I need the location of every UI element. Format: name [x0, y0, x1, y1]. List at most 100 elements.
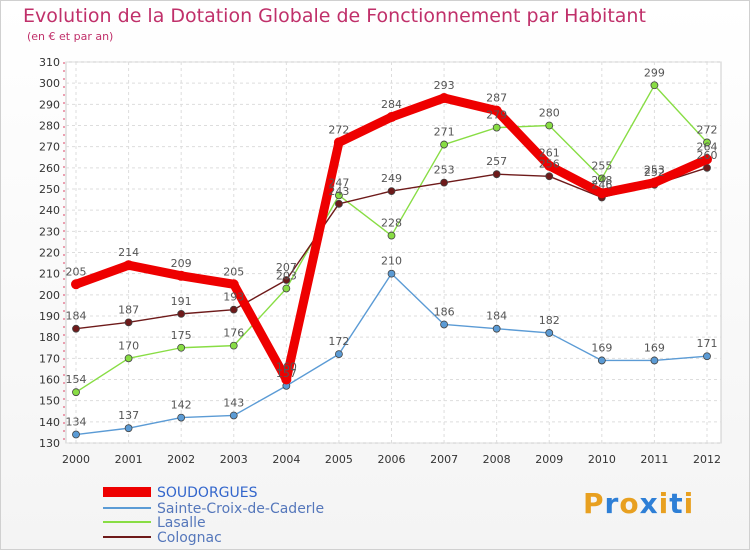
data-label: 255 — [591, 159, 612, 172]
data-point — [229, 305, 238, 314]
data-label: 169 — [644, 341, 665, 354]
logo-letter: r — [604, 487, 620, 520]
data-label: 249 — [381, 172, 402, 185]
data-point — [597, 174, 606, 183]
data-label: 253 — [434, 164, 455, 177]
data-label: 228 — [381, 217, 402, 230]
data-point — [335, 350, 343, 359]
y-tick-label: 170 — [39, 352, 60, 365]
data-point — [176, 270, 187, 281]
data-label: 253 — [644, 164, 665, 177]
y-tick-label: 200 — [39, 289, 60, 302]
data-point — [545, 172, 554, 181]
data-label: 182 — [539, 314, 560, 327]
data-label: 171 — [697, 337, 718, 350]
y-tick-label: 230 — [39, 225, 60, 238]
data-point — [387, 231, 396, 240]
y-tick-label: 140 — [39, 416, 60, 429]
y-tick-label: 250 — [39, 183, 60, 196]
data-point — [72, 324, 80, 333]
data-label: 184 — [486, 310, 507, 323]
data-label: 175 — [171, 329, 192, 342]
data-point — [702, 154, 712, 165]
data-label: 248 — [591, 174, 612, 187]
legend-label-0: SOUDORGUES — [157, 485, 258, 501]
data-label: 205 — [223, 265, 244, 278]
data-label: 160 — [276, 361, 297, 374]
data-label: 142 — [171, 399, 192, 412]
data-point — [650, 356, 659, 365]
x-tick-label: 2010 — [588, 453, 616, 466]
data-label: 205 — [66, 265, 87, 278]
data-label: 243 — [328, 185, 349, 198]
data-label: 207 — [276, 261, 297, 274]
proxiti-logo: Proxiti — [583, 487, 694, 520]
data-label: 287 — [486, 92, 507, 105]
data-point — [282, 284, 291, 293]
data-label: 137 — [118, 409, 139, 422]
data-label: 172 — [328, 335, 349, 348]
data-point — [703, 138, 711, 147]
data-label: 134 — [66, 416, 87, 429]
data-point — [703, 352, 711, 361]
y-tick-label: 300 — [39, 77, 60, 90]
data-point — [229, 411, 238, 420]
x-tick-label: 2012 — [693, 453, 721, 466]
data-label: 210 — [381, 255, 402, 268]
logo-letter: i — [683, 487, 695, 520]
legend-label-1: Sainte-Croix-de-Caderle — [157, 501, 324, 517]
data-point — [597, 356, 606, 365]
data-label: 203 — [276, 269, 297, 282]
logo-letter: P — [583, 487, 605, 520]
data-label: 184 — [66, 310, 87, 323]
data-point — [544, 160, 555, 171]
y-tick-label: 190 — [39, 310, 60, 323]
chart-subtitle: (en € et par an) — [27, 30, 114, 43]
data-label: 209 — [171, 257, 192, 270]
data-point — [386, 112, 397, 123]
x-tick-label: 2008 — [483, 453, 511, 466]
y-tick-label: 130 — [39, 437, 60, 450]
y-tick-label: 270 — [39, 141, 60, 154]
data-point — [596, 188, 607, 199]
data-label: 299 — [644, 66, 665, 79]
logo-letter: i — [658, 487, 670, 520]
y-tick-label: 240 — [39, 204, 60, 217]
data-point — [440, 140, 448, 149]
data-point — [123, 260, 134, 271]
chart-title: Evolution de la Dotation Globale de Fonc… — [23, 5, 646, 27]
data-label: 246 — [591, 178, 612, 191]
legend-label-3: Colognac — [157, 530, 222, 546]
y-tick-label: 160 — [39, 374, 60, 387]
data-label: 272 — [328, 123, 349, 136]
data-label: 260 — [697, 149, 718, 162]
data-label: 279 — [486, 109, 507, 122]
data-point — [281, 374, 292, 385]
logo-letter: x — [639, 487, 659, 520]
data-point — [649, 177, 660, 188]
y-tick-label: 210 — [39, 268, 60, 281]
legend-label-2: Lasalle — [157, 515, 206, 531]
y-tick-label: 310 — [39, 56, 60, 69]
data-label: 252 — [644, 166, 665, 179]
y-tick-label: 220 — [39, 247, 60, 260]
y-tick-label: 150 — [39, 395, 60, 408]
x-tick-label: 2007 — [430, 453, 458, 466]
x-tick-label: 2000 — [62, 453, 90, 466]
data-point — [124, 318, 133, 327]
data-label: 261 — [539, 147, 560, 160]
y-tick-label: 280 — [39, 120, 60, 133]
data-label: 280 — [539, 107, 560, 120]
data-point — [124, 354, 133, 363]
data-label: 187 — [118, 303, 139, 316]
data-point — [492, 170, 501, 179]
data-point — [72, 430, 80, 439]
data-label: 247 — [328, 176, 349, 189]
data-point — [387, 269, 396, 278]
data-label: 176 — [223, 327, 244, 340]
logo-letter: o — [619, 487, 640, 520]
x-tick-label: 2006 — [378, 453, 406, 466]
data-point — [335, 191, 343, 200]
data-point — [124, 424, 133, 433]
